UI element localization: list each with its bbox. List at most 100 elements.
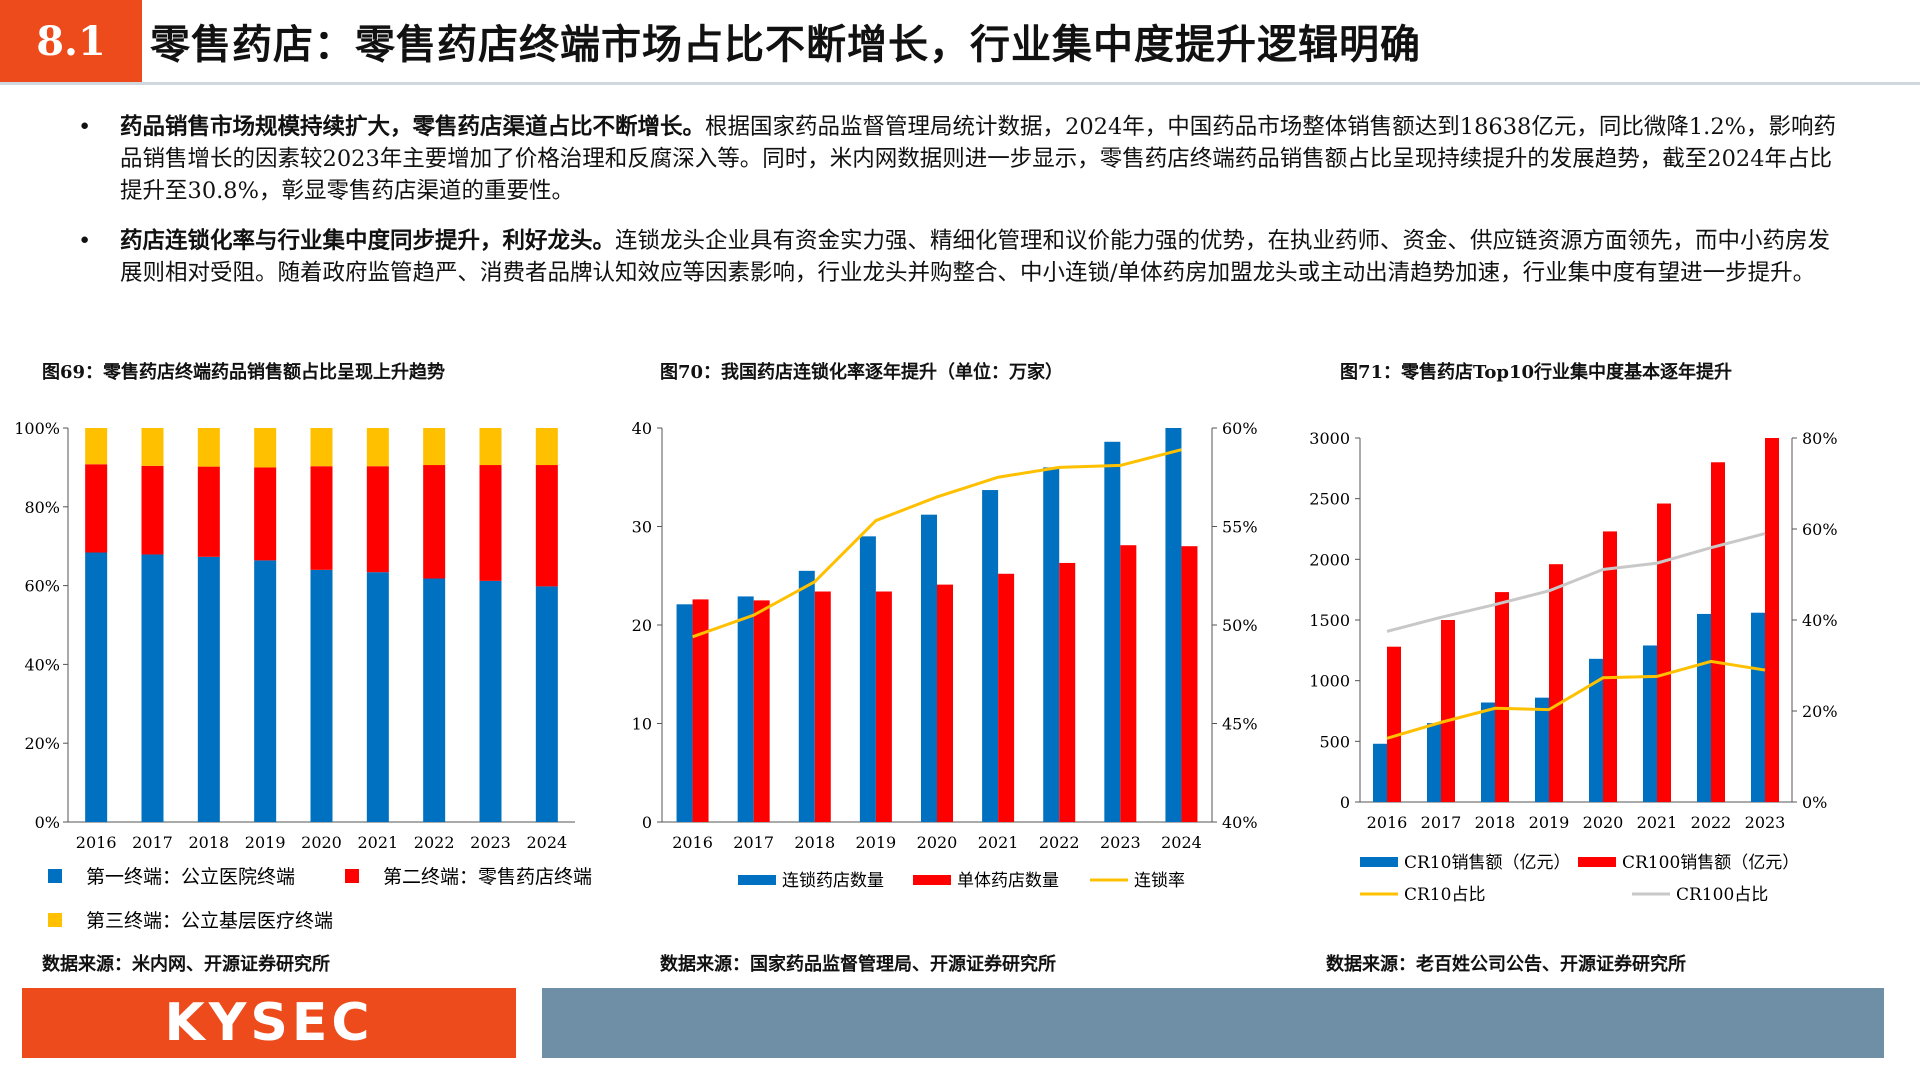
line-CR100占比: [1386, 532, 1766, 633]
bullet-mark: •: [78, 228, 92, 254]
bar-CR10销售额（亿元）-2022: [1697, 613, 1711, 802]
x-tick-label: 2017: [733, 833, 774, 852]
x-tick-label: 2019: [245, 833, 286, 852]
y-tick-label: 2000: [1309, 550, 1350, 569]
bar-3-2021: [366, 428, 389, 467]
bar-3-2017: [141, 428, 164, 466]
bar-CR100销售额（亿元）-2023: [1765, 438, 1779, 802]
chart-concentration: 0 500 1000 1500 2000 2500 3000 0% 20% 40% 60% 80% 20…: [1309, 429, 1838, 905]
bar-2-2016: [85, 464, 108, 553]
line-连锁率: [692, 448, 1182, 639]
figure-71-title: 图71：零售药店Top10行业集中度基本逐年提升: [1340, 362, 1733, 383]
bar-单体药店数量-2017: [753, 600, 770, 822]
x-tick-label: 2018: [188, 833, 229, 852]
bullet-paragraph-1: • 药品销售市场规模持续扩大，零售药店渠道占比不断增长。根据国家药品监督管理局统…: [78, 111, 1848, 207]
y-tick-label: 40%: [24, 655, 60, 674]
bar-2-2017: [141, 465, 164, 555]
bar-CR100销售额（亿元）-2016: [1387, 646, 1401, 802]
x-tick-label: 2023: [1100, 833, 1141, 852]
bar-单体药店数量-2024: [1181, 546, 1198, 822]
bar-2-2024: [535, 465, 558, 587]
legend-swatch: [345, 869, 359, 883]
x-tick-label: 2021: [357, 833, 398, 852]
bullet-body: 根据国家药品监督管理局统计数据，2024年，中国药品市场整体销售额达到18638…: [120, 114, 1837, 204]
x-tick-label: 2023: [1745, 813, 1786, 832]
y2-tick-label: 80%: [1802, 429, 1838, 448]
figure-69-title: 图69：零售药店终端药品销售额占比呈现上升趋势: [42, 362, 446, 383]
legend-label: CR10占比: [1404, 885, 1485, 905]
bar-2-2023: [479, 465, 502, 581]
y2-tick-label: 40%: [1802, 611, 1838, 630]
legend-swatch: [913, 875, 951, 885]
y-tick-label: 0%: [35, 813, 60, 832]
figure-70-source: 数据来源：国家药品监督管理局、开源证券研究所: [660, 954, 1056, 975]
bar-单体药店数量-2016: [692, 599, 709, 822]
y-tick-label: 60%: [24, 577, 60, 596]
y2-tick-label: 20%: [1802, 702, 1838, 721]
x-tick-label: 2017: [132, 833, 173, 852]
page-title: 零售药店：零售药店终端市场占比不断增长，行业集中度提升逻辑明确: [150, 21, 1421, 68]
bar-连锁药店数量-2022: [1043, 467, 1060, 822]
y2-tick-label: 50%: [1222, 616, 1258, 635]
legend-label: CR100销售额（亿元）: [1622, 853, 1799, 873]
x-tick-label: 2022: [1039, 833, 1080, 852]
x-tick-label: 2016: [76, 833, 117, 852]
legend-swatch: [1578, 857, 1616, 867]
bar-3-2020: [310, 428, 333, 467]
bullet-paragraph-2: • 药店连锁化率与行业集中度同步提升，利好龙头。连锁龙头企业具有资金实力强、精细…: [78, 225, 1848, 289]
bar-连锁药店数量-2021: [982, 490, 999, 822]
y-tick-label: 1000: [1309, 672, 1350, 691]
bar-连锁药店数量-2017: [737, 596, 754, 822]
bar-单体药店数量-2019: [875, 591, 892, 822]
legend-label: 连锁药店数量: [782, 871, 884, 891]
kysec-logo: KYSEC: [22, 988, 516, 1058]
figure-69-source: 数据来源：米内网、开源证券研究所: [42, 954, 330, 975]
x-tick-label: 2021: [1637, 813, 1678, 832]
bullet-mark: •: [78, 114, 92, 140]
bar-单体药店数量-2023: [1120, 545, 1137, 822]
bar-连锁药店数量-2016: [676, 604, 693, 822]
bullet-heading: 药店连锁化率与行业集中度同步提升，利好龙头。: [120, 228, 616, 254]
y-tick-label: 2500: [1309, 490, 1350, 509]
bar-1-2017: [141, 554, 164, 822]
bar-1-2018: [197, 556, 220, 822]
bar-2-2021: [366, 466, 389, 573]
bar-单体药店数量-2021: [998, 573, 1015, 822]
x-tick-label: 2021: [978, 833, 1019, 852]
bar-CR100销售额（亿元）-2019: [1549, 564, 1563, 802]
legend-label: 第三终端：公立基层医疗终端: [86, 910, 333, 932]
y-tick-label: 20%: [24, 734, 60, 753]
y-tick-label: 500: [1319, 732, 1350, 751]
x-tick-label: 2017: [1421, 813, 1462, 832]
legend-label: 第一终端：公立医院终端: [86, 866, 295, 888]
line-CR10占比: [1386, 659, 1766, 740]
x-tick-label: 2016: [672, 833, 713, 852]
y-tick-label: 0: [642, 813, 652, 832]
bar-3-2022: [423, 428, 446, 466]
bar-2-2022: [423, 465, 446, 579]
y2-tick-label: 0%: [1802, 793, 1827, 812]
y-tick-label: 100%: [14, 419, 60, 438]
bar-1-2023: [479, 580, 502, 822]
x-tick-label: 2016: [1367, 813, 1408, 832]
bar-单体药店数量-2018: [814, 591, 831, 822]
bar-1-2020: [310, 569, 333, 822]
legend-label: 连锁率: [1134, 871, 1185, 891]
bar-单体药店数量-2022: [1059, 562, 1076, 822]
legend-swatch: [48, 913, 62, 927]
y-tick-label: 10: [632, 715, 652, 734]
bar-3-2023: [479, 428, 502, 466]
chart-terminal-share: 0% 20% 40% 60% 80% 100% 2016 2017 2018 2019 2020 20…: [14, 419, 592, 932]
bar-CR10销售额（亿元）-2023: [1751, 612, 1765, 802]
figure-71-source: 数据来源：老百姓公司公告、开源证券研究所: [1326, 954, 1686, 975]
bar-单体药店数量-2020: [937, 584, 953, 822]
bar-CR100销售额（亿元）-2021: [1657, 503, 1671, 802]
y-tick-label: 20: [632, 616, 652, 635]
y-tick-label: 3000: [1309, 429, 1350, 448]
bar-1-2022: [423, 578, 446, 822]
x-tick-label: 2022: [414, 833, 455, 852]
legend-swatch: [1360, 857, 1398, 867]
y2-tick-label: 60%: [1222, 419, 1258, 438]
bar-1-2019: [254, 560, 277, 822]
y2-tick-label: 40%: [1222, 813, 1258, 832]
